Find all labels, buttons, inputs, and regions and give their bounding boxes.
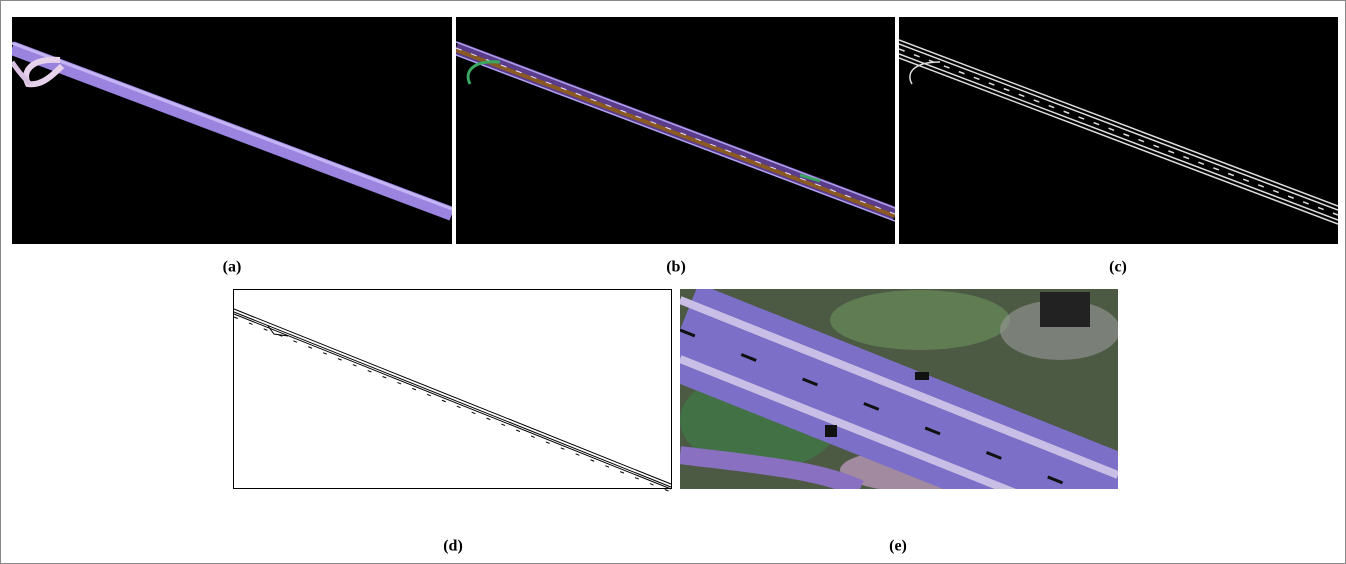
panel-b bbox=[456, 17, 895, 244]
panel-label: (a) bbox=[223, 259, 242, 276]
panel-c bbox=[899, 17, 1338, 244]
panel-label: (c) bbox=[1109, 259, 1127, 276]
panel-label: (d) bbox=[443, 538, 463, 555]
panel-a bbox=[12, 17, 452, 244]
panel-label: (e) bbox=[889, 538, 907, 555]
panel-d bbox=[234, 290, 672, 493]
panel-label: (b) bbox=[666, 259, 686, 276]
figure: (a) (b) (c) (d) (e) bbox=[0, 0, 1346, 564]
